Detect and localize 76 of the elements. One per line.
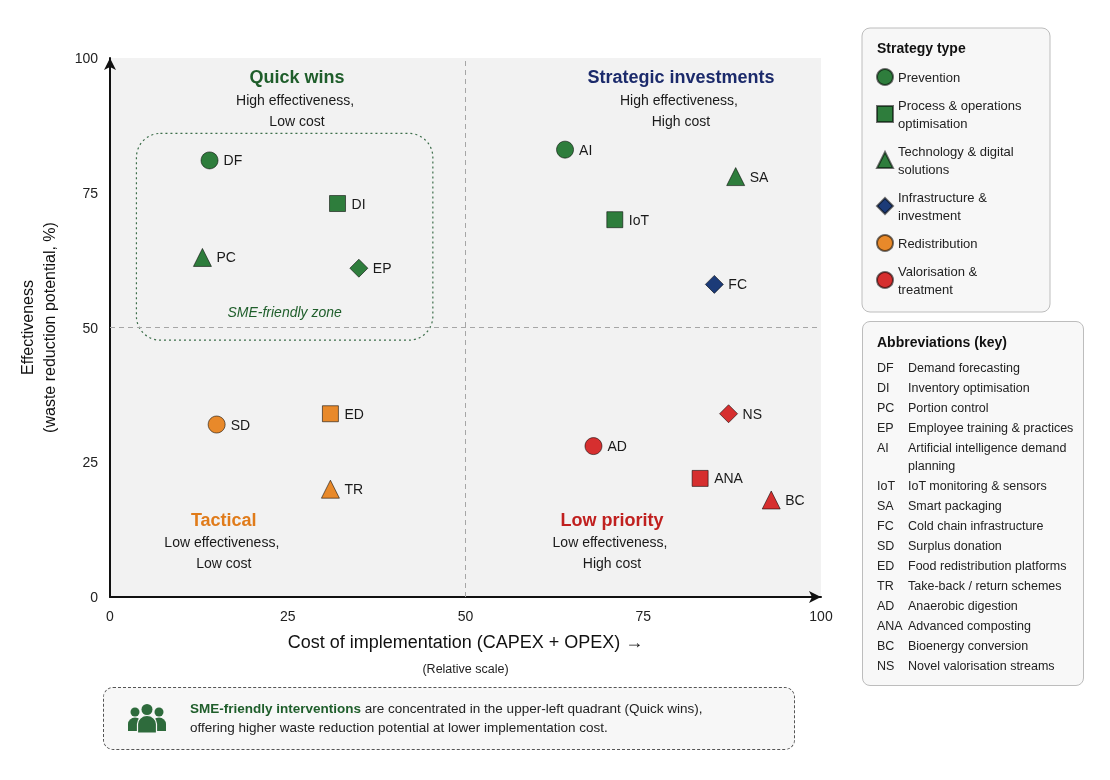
point: [321, 405, 339, 423]
text: BC Bioenergy conversion: [877, 638, 1030, 655]
text: SA Smart packaging: [877, 498, 1003, 515]
annotation: Low effectiveness, High cost: [552, 534, 672, 572]
y-tick-label: 0: [90, 589, 99, 605]
annotation: Low priority: [560, 509, 664, 530]
legend-label: Process & operations optimisation: [898, 97, 1026, 131]
text: PC Portion control: [877, 400, 990, 417]
point: [207, 415, 226, 434]
legend-label: Technology & digital solutions: [898, 143, 1018, 177]
annotation: SME-friendly zone: [227, 304, 343, 321]
x-tick-label: 75: [635, 608, 652, 624]
annotation: PC: [216, 249, 236, 266]
annotation: AD: [607, 438, 627, 455]
point: [329, 195, 347, 213]
text: Abbreviations (key): [877, 333, 1008, 351]
annotation: BC: [785, 491, 805, 508]
annotation: Low effectiveness, Low cost: [164, 534, 284, 572]
annotation: SA: [749, 168, 770, 185]
text: ANA Advanced composting: [877, 618, 1032, 635]
annotation: ANA: [714, 470, 744, 487]
point: [606, 211, 624, 229]
x-tick-label: 25: [279, 608, 296, 624]
annotation: AI: [579, 141, 593, 158]
text: DI Inventory optimisation: [877, 381, 1030, 395]
point: [719, 404, 739, 424]
x-tick-label: 50: [457, 608, 474, 624]
point: [192, 247, 212, 267]
text: (Relative scale): [422, 662, 509, 676]
point: [556, 140, 575, 159]
text: AI Artificial intelligence demand planning: [877, 441, 1067, 473]
annotation: DF: [223, 152, 243, 169]
y-tick-label: 100: [74, 50, 99, 66]
point: [584, 437, 603, 456]
annotation: FC: [728, 276, 748, 293]
point: [200, 151, 219, 170]
point: [349, 258, 369, 278]
legend-label: Valorisation & treatment: [898, 263, 981, 297]
text: SME-friendly interventions: [190, 701, 362, 716]
text: EP Employee training & practices: [877, 420, 1075, 437]
annotation: EP: [372, 260, 392, 277]
legend-label: Redistribution: [898, 235, 978, 251]
annotation: DI: [351, 195, 366, 212]
y-tick-label: 50: [82, 319, 99, 336]
text: ED Food redistribution platforms: [877, 558, 1068, 575]
point: [320, 479, 340, 499]
y-tick-label: 25: [82, 454, 99, 471]
legend-label: Prevention: [898, 69, 961, 85]
y-tick-label: 75: [82, 184, 99, 201]
text: FC Cold chain infrastructure: [877, 518, 1045, 535]
y-axis-title: Effectiveness (waste reduction potential, %): [18, 222, 58, 433]
annotation: High effectiveness, High cost: [619, 91, 742, 129]
x-axis-title: Cost of implementation (CAPEX + OPEX) →: [287, 632, 644, 652]
text: IoT IoT monitoring & sensors: [877, 478, 1048, 495]
annotation: IoT: [628, 211, 650, 228]
x-tick-label: 0: [106, 608, 115, 624]
annotation: High effectiveness, Low cost: [236, 91, 358, 129]
text: SD Surplus donation: [877, 538, 1003, 555]
annotation: Tactical: [190, 509, 257, 530]
text: DF Demand forecasting: [877, 360, 1021, 377]
legend-title: Strategy type: [877, 40, 966, 56]
text: TR Take-back / return schemes: [877, 578, 1063, 595]
point: [704, 274, 724, 294]
annotation: Quick wins: [249, 67, 345, 88]
point: [726, 167, 746, 187]
annotation: NS: [742, 405, 763, 422]
annotation: ED: [344, 405, 364, 422]
text: NS Novel valorisation streams: [877, 658, 1056, 675]
annotation: TR: [344, 481, 364, 498]
annotation: SD: [230, 416, 251, 433]
point: [761, 490, 781, 510]
legend-label: Infrastructure & investment: [898, 189, 991, 223]
x-tick-label: 100: [809, 608, 833, 624]
point: [691, 469, 709, 487]
annotation: Strategic investments: [587, 67, 775, 88]
text: AD Anaerobic digestion: [877, 598, 1019, 615]
